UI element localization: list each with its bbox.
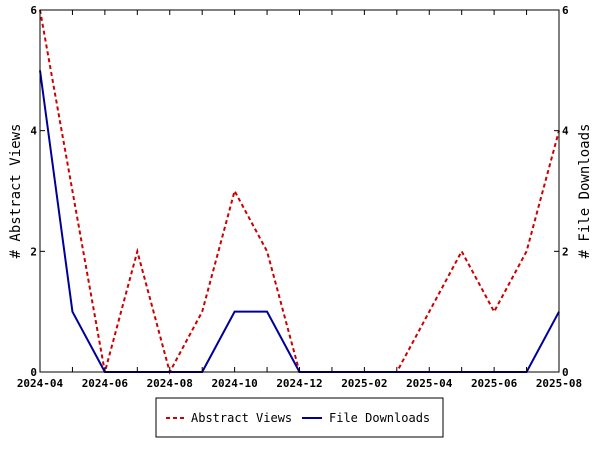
x-tick-label-2025-04: 2025-04 [406, 377, 453, 390]
plot-area-frame [39, 9, 560, 373]
y-tick-label-right-6: 6 [562, 4, 569, 17]
x-tick-label-2024-08: 2024-08 [147, 377, 193, 390]
y-axis-title-left: # Abstract Views [8, 124, 24, 259]
y-tick-label-right-2: 2 [562, 245, 569, 258]
y-tick-label-right-4: 4 [562, 125, 569, 138]
x-tick-label-2025-06: 2025-06 [471, 377, 518, 390]
legend-box [155, 397, 444, 438]
legend-label-abstract-views: Abstract Views [191, 411, 292, 425]
y-tick-label-left-4: 4 [30, 125, 37, 138]
x-tick-label-2024-12: 2024-12 [276, 377, 322, 390]
legend: Abstract Views File Downloads [155, 397, 444, 438]
y-axis-title-right: # File Downloads [577, 124, 593, 259]
x-tick-label-2024-04: 2024-04 [17, 377, 64, 390]
x-tick-label-2025-08: 2025-08 [536, 377, 582, 390]
legend-label-file-downloads: File Downloads [329, 411, 430, 425]
series-line-abstract-views [39, 9, 560, 375]
y-tick-label-right-0: 0 [562, 366, 569, 379]
x-tick-label-2024-06: 2024-06 [82, 377, 129, 390]
y-tick-label-left-2: 2 [30, 245, 37, 258]
x-tick-label-2024-10: 2024-10 [211, 377, 257, 390]
y-tick-label-left-0: 0 [30, 366, 37, 379]
x-tick-label-2025-02: 2025-02 [341, 377, 387, 390]
y-tick-label-left-6: 6 [30, 4, 37, 17]
